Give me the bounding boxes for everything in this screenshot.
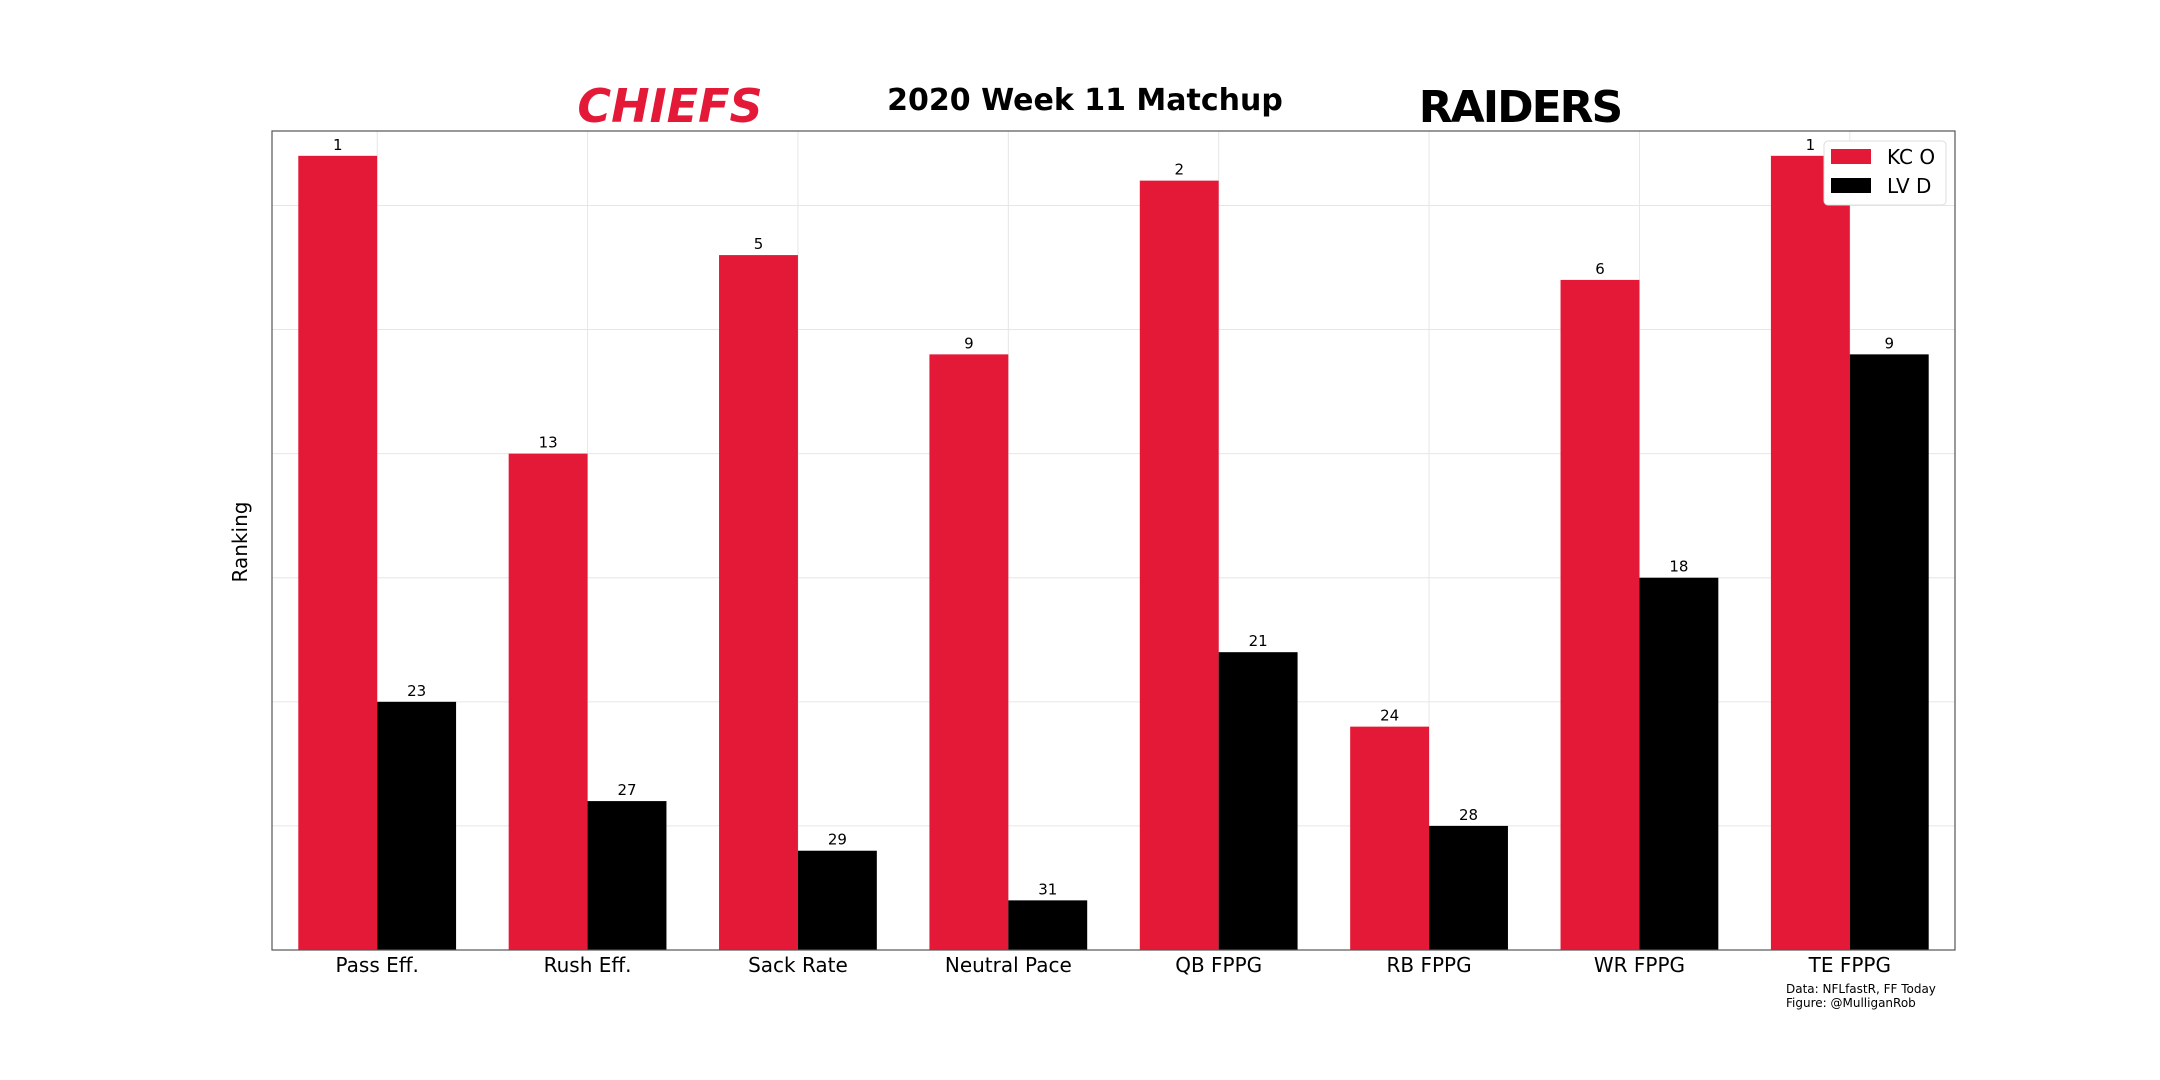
bars [298, 155, 1929, 951]
data-label-kc-2: 5 [754, 235, 764, 253]
bar-lv-0 [377, 701, 457, 950]
data-labels: 1 23 13 27 5 29 9 31 2 21 24 28 6 18 1 9 [333, 136, 1894, 899]
legend-label-kc: KC O [1887, 145, 1935, 169]
bar-kc-4 [1139, 180, 1219, 951]
x-tick-label: WR FPPG [1594, 953, 1685, 977]
legend-label-lv: LV D [1887, 174, 1931, 198]
data-label-kc-5: 24 [1380, 707, 1399, 725]
x-tick-label: TE FPPG [1808, 953, 1891, 977]
chart-title: 2020 Week 11 Matchup [887, 83, 1283, 118]
bar-kc-7 [1770, 155, 1850, 950]
data-label-lv-6: 18 [1669, 558, 1688, 576]
x-tick-labels: Pass Eff. Rush Eff. Sack Rate Neutral Pace Q… [335, 953, 1890, 977]
data-label-lv-4: 21 [1249, 632, 1268, 650]
data-label-kc-0: 1 [333, 136, 343, 154]
data-label-kc-1: 13 [539, 434, 558, 452]
bar-lv-7 [1849, 354, 1929, 950]
data-label-kc-6: 6 [1595, 260, 1605, 278]
bar-lv-2 [797, 850, 877, 950]
bar-lv-3 [1008, 900, 1088, 950]
bar-kc-2 [719, 255, 798, 950]
bar-kc-3 [929, 354, 1009, 950]
credit-figure: Figure: @MulliganRob [1786, 996, 1916, 1010]
data-label-lv-7: 9 [1884, 334, 1894, 352]
bar-lv-1 [587, 801, 667, 950]
data-label-lv-0: 23 [407, 682, 426, 700]
data-label-kc-4: 2 [1174, 161, 1184, 179]
bar-lv-4 [1218, 652, 1298, 950]
legend-swatch-kc [1831, 149, 1871, 164]
x-tick-label: Rush Eff. [544, 953, 632, 977]
bar-kc-1 [508, 453, 588, 950]
x-tick-label: Sack Rate [748, 953, 848, 977]
x-tick-label: Neutral Pace [945, 953, 1072, 977]
plot-frame [271, 130, 1956, 951]
bar-kc-5 [1350, 726, 1430, 950]
data-label-lv-2: 29 [828, 831, 847, 849]
bar-kc-6 [1560, 279, 1640, 951]
data-label-lv-3: 31 [1038, 880, 1057, 898]
y-axis-label: Ranking [228, 502, 252, 583]
x-tick-label: RB FPPG [1387, 953, 1472, 977]
legend-swatch-lv [1831, 178, 1871, 193]
data-label-lv-1: 27 [617, 781, 636, 799]
data-label-kc-7: 1 [1806, 136, 1816, 154]
x-tick-label: QB FPPG [1175, 953, 1262, 977]
bar-kc-0 [298, 155, 378, 950]
data-label-lv-5: 28 [1459, 806, 1478, 824]
bar-lv-6 [1639, 577, 1719, 950]
credit-data: Data: NFLfastR, FF Today [1786, 982, 1936, 996]
raiders-logo: RAIDERS [1419, 82, 1621, 133]
legend: KC O LV D [1823, 140, 1947, 206]
data-label-kc-3: 9 [964, 334, 974, 352]
bar-lv-5 [1429, 825, 1508, 950]
x-tick-label: Pass Eff. [335, 953, 418, 977]
chiefs-logo: CHIEFS [577, 79, 762, 133]
